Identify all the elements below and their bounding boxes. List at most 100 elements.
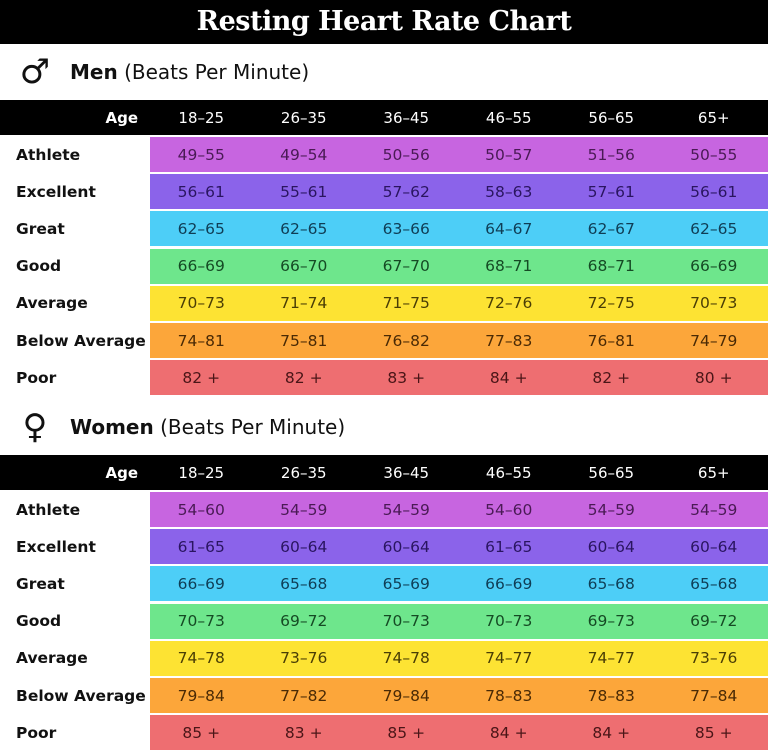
category-label: Below Average — [0, 323, 150, 358]
age-label: Age — [105, 108, 138, 127]
heart-rate-cell: 62–67 — [587, 219, 635, 238]
women-heading-unit: (Beats Per Minute) — [153, 415, 346, 439]
category-label: Great — [0, 566, 150, 602]
men-row-great: Great 62–65 62–65 63–66 64–67 62–67 62–65 — [0, 211, 768, 247]
heart-rate-cell: 69–73 — [587, 612, 635, 631]
age-group-header: 56–65 — [588, 463, 635, 482]
men-heading-unit: (Beats Per Minute) — [117, 60, 310, 84]
heart-rate-cell: 66–69 — [177, 574, 225, 593]
heart-rate-cell: 85 + — [182, 723, 221, 742]
heart-rate-cell: 68–71 — [587, 257, 635, 276]
rate-cells: 66–69 66–70 67–70 68–71 68–71 66–69 — [150, 248, 768, 284]
heart-rate-cell: 83 + — [284, 723, 323, 742]
heart-rate-cell: 84 + — [489, 723, 528, 742]
rate-cells: 62–65 62–65 63–66 64–67 62–67 62–65 — [150, 211, 768, 247]
women-heading-bold: Women — [70, 415, 154, 439]
heart-rate-cell: 85 + — [387, 723, 426, 742]
category-label: Athlete — [0, 137, 150, 172]
heart-rate-cell: 56–61 — [690, 182, 738, 201]
heart-rate-cell: 62–65 — [280, 219, 328, 238]
men-row-athlete: Athlete 49–55 49–54 50–56 50–57 51–56 50–55 — [0, 137, 768, 172]
women-row-below-average: Below Average 79–84 77–82 79–84 78–83 78–83 77… — [0, 678, 768, 713]
rate-cells: 82 + 82 + 83 + 84 + 82 + 80 + — [150, 360, 768, 396]
heart-rate-cell: 82 + — [182, 368, 221, 387]
heart-rate-cell: 72–76 — [485, 294, 533, 313]
women-section-heading: ♀ Women (Beats Per Minute) — [0, 399, 768, 455]
heart-rate-cell: 72–75 — [587, 294, 635, 313]
heart-rate-cell: 80 + — [694, 368, 733, 387]
men-heading-bold: Men — [70, 60, 118, 84]
heart-rate-cell: 78–83 — [485, 686, 533, 705]
heart-rate-cell: 61–65 — [177, 537, 225, 556]
heart-rate-cell: 70–73 — [177, 612, 225, 631]
age-group-header: 36–45 — [383, 463, 430, 482]
heart-rate-cell: 49–54 — [280, 145, 328, 164]
women-row-poor: Poor 85 + 83 + 85 + 84 + 84 + 85 + — [0, 715, 768, 751]
heart-rate-cell: 79–84 — [382, 686, 430, 705]
heart-rate-cell: 74–77 — [485, 649, 533, 668]
heart-rate-cell: 50–55 — [690, 145, 738, 164]
category-label: Athlete — [0, 492, 150, 527]
heart-rate-cell: 63–66 — [382, 219, 430, 238]
heart-rate-cell: 74–77 — [587, 649, 635, 668]
heart-rate-cell: 83 + — [387, 368, 426, 387]
heart-rate-cell: 65–68 — [690, 574, 738, 593]
female-symbol-icon: ♀ — [22, 407, 48, 447]
age-group-header: 26–35 — [280, 463, 327, 482]
rate-cells: 70–73 69–72 70–73 70–73 69–73 69–72 — [150, 603, 768, 639]
heart-rate-cell: 68–71 — [485, 257, 533, 276]
category-label: Average — [0, 640, 150, 676]
heart-rate-cell: 74–81 — [177, 331, 225, 350]
heart-rate-cell: 76–81 — [587, 331, 635, 350]
category-label: Excellent — [0, 529, 150, 565]
rate-cells: 54–60 54–59 54–59 54–60 54–59 54–59 — [150, 492, 768, 527]
category-label: Great — [0, 211, 150, 247]
women-row-average: Average 74–78 73–76 74–78 74–77 74–77 73–76 — [0, 640, 768, 676]
category-label: Average — [0, 285, 150, 321]
chart-title: Resting Heart Rate Chart — [0, 0, 768, 44]
heart-rate-cell: 85 + — [694, 723, 733, 742]
women-heading-label: Women (Beats Per Minute) — [70, 415, 345, 439]
heart-rate-cell: 69–72 — [690, 612, 738, 631]
women-row-excellent: Excellent 61–65 60–64 60–64 61–65 60–64 60–64 — [0, 529, 768, 565]
heart-rate-cell: 78–83 — [587, 686, 635, 705]
heart-rate-cell: 77–84 — [690, 686, 738, 705]
men-row-good: Good 66–69 66–70 67–70 68–71 68–71 66–69 — [0, 248, 768, 284]
heart-rate-cell: 74–78 — [177, 649, 225, 668]
men-age-header-row: Age 18–25 26–35 36–45 46–55 56–65 65+ — [0, 100, 768, 135]
heart-rate-cell: 84 + — [592, 723, 631, 742]
heart-rate-cell: 84 + — [489, 368, 528, 387]
women-row-athlete: Athlete 54–60 54–59 54–59 54–60 54–59 54–59 — [0, 492, 768, 527]
heart-rate-cell: 77–82 — [280, 686, 328, 705]
heart-rate-cell: 82 + — [592, 368, 631, 387]
heart-rate-cell: 62–65 — [177, 219, 225, 238]
heart-rate-cell: 60–64 — [280, 537, 328, 556]
heart-rate-cell: 56–61 — [177, 182, 225, 201]
heart-rate-cell: 74–78 — [382, 649, 430, 668]
heart-rate-cell: 54–59 — [382, 500, 430, 519]
men-row-average: Average 70–73 71–74 71–75 72–76 72–75 70–73 — [0, 285, 768, 321]
heart-rate-cell: 65–69 — [382, 574, 430, 593]
heart-rate-cell: 82 + — [284, 368, 323, 387]
heart-rate-cell: 70–73 — [177, 294, 225, 313]
rate-cells: 74–81 75–81 76–82 77–83 76–81 74–79 — [150, 323, 768, 358]
men-row-poor: Poor 82 + 82 + 83 + 84 + 82 + 80 + — [0, 360, 768, 396]
heart-rate-cell: 73–76 — [690, 649, 738, 668]
age-group-header: 26–35 — [280, 108, 327, 127]
heart-rate-cell: 71–75 — [382, 294, 430, 313]
age-group-header: 65+ — [697, 108, 730, 127]
rate-cells: 85 + 83 + 85 + 84 + 84 + 85 + — [150, 715, 768, 751]
heart-rate-cell: 50–56 — [382, 145, 430, 164]
men-section-heading: ♂ Men (Beats Per Minute) — [0, 44, 768, 100]
heart-rate-cell: 58–63 — [485, 182, 533, 201]
heart-rate-cell: 55–61 — [280, 182, 328, 201]
heart-rate-cell: 70–73 — [690, 294, 738, 313]
heart-rate-cell: 54–59 — [587, 500, 635, 519]
rate-cells: 61–65 60–64 60–64 61–65 60–64 60–64 — [150, 529, 768, 565]
rate-cells: 74–78 73–76 74–78 74–77 74–77 73–76 — [150, 640, 768, 676]
heart-rate-cell: 73–76 — [280, 649, 328, 668]
women-row-good: Good 70–73 69–72 70–73 70–73 69–73 69–72 — [0, 603, 768, 639]
heart-rate-cell: 60–64 — [690, 537, 738, 556]
age-group-header: 46–55 — [485, 108, 532, 127]
heart-rate-cell: 66–70 — [280, 257, 328, 276]
